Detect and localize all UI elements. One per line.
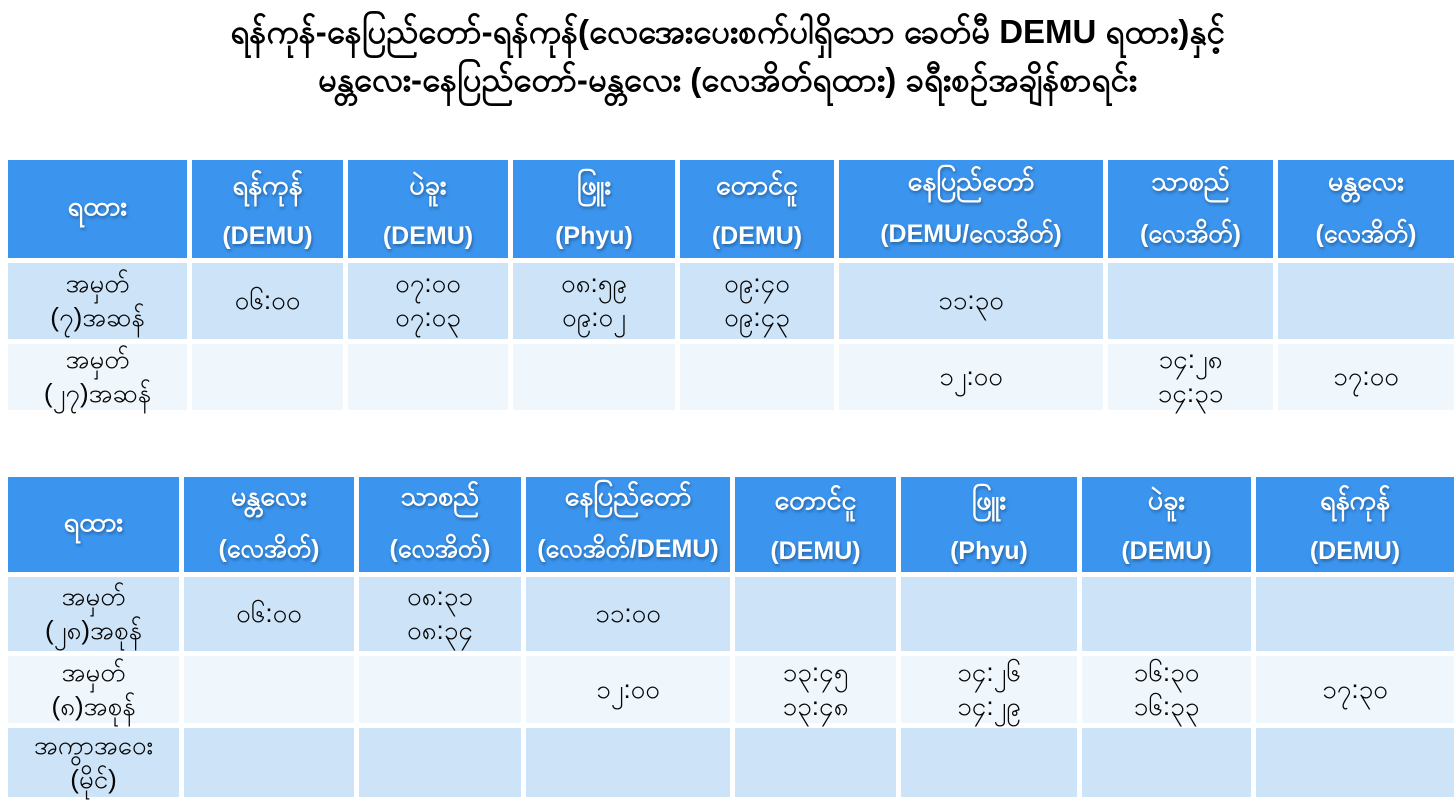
station-name: သာစည် xyxy=(1151,165,1230,196)
title-line-1: ရန်ကုန်-နေပြည်တော်-ရန်ကုန်(လေအေးပေးစက်ပါ… xyxy=(230,13,1225,50)
station-name: တောင်ငူ xyxy=(774,485,857,515)
col-header-bago: ပဲခူး (DEMU) xyxy=(1082,477,1251,572)
time-cell: ၁၄:၂၆ ၁၄:၂၉ xyxy=(901,656,1077,723)
time-cell xyxy=(348,344,508,410)
time-cell xyxy=(359,656,521,723)
col-header-yangon: ရန်ကုန် (DEMU) xyxy=(192,160,343,258)
station-name: ဖြူး xyxy=(971,485,1007,515)
station-name: မန္တလေး xyxy=(1327,165,1405,196)
time-cell xyxy=(901,577,1077,651)
distance-cell xyxy=(735,728,896,797)
station-sub: (Phyu) xyxy=(555,221,633,250)
station-sub: (DEMU) xyxy=(711,221,803,250)
station-sub: (လေအိတ်/DEMU) xyxy=(537,535,719,563)
station-sub: (လေအိတ်) xyxy=(1140,219,1241,248)
page-title: ရန်ကုန်-နေပြည်တော်-ရန်ကုန်(လေအေးပေးစက်ပါ… xyxy=(0,8,1455,104)
train-row-label: အမှတ် (၇)အဆန် xyxy=(8,263,187,339)
time-cell: ၀၉:၄၀ ၀၉:၄၃ xyxy=(680,263,834,339)
col-header-train: ရထား xyxy=(8,160,187,258)
station-name: ပဲခူး xyxy=(409,169,447,200)
time-cell: ၁၄:၂၈ ၁၄:၃၁ xyxy=(1108,344,1273,410)
station-name: သာစည် xyxy=(400,481,480,511)
col-header-taungoo: တောင်ငူ (DEMU) xyxy=(735,477,896,572)
station-name: ရထား xyxy=(67,191,128,221)
col-header-yangon: ရန်ကုန် (DEMU) xyxy=(1256,477,1454,572)
station-name: ပဲခူး xyxy=(1147,485,1186,515)
distance-cell xyxy=(184,728,354,797)
station-sub: (DEMU) xyxy=(1309,537,1401,565)
col-header-thazi: သာစည် (လေအိတ်) xyxy=(1108,160,1273,258)
time-cell: ၁၃:၄၅ ၁၃:၄၈ xyxy=(735,656,896,723)
time-cell: ၁၂:၀၀ xyxy=(526,656,730,723)
distance-cell xyxy=(526,728,730,797)
time-cell xyxy=(513,344,675,410)
time-cell xyxy=(184,656,354,723)
station-name: ဖြူး xyxy=(576,169,612,200)
col-header-train: ရထား xyxy=(8,477,179,572)
distance-cell xyxy=(1082,728,1251,797)
station-name: ရန်ကုန် xyxy=(232,169,303,200)
station-name: နေပြည်တော် xyxy=(564,481,692,511)
train-row-label: အမှတ် (၈)အစုန် xyxy=(8,656,179,723)
time-cell: ၁၁:၀၀ xyxy=(526,577,730,651)
time-cell: ၀၈:၃၁ ၀၈:၃၄ xyxy=(359,577,521,651)
station-name: ရန်ကုန် xyxy=(1320,485,1390,515)
col-header-naypyitaw: နေပြည်တော် (လေအိတ်/DEMU) xyxy=(526,477,730,572)
time-cell xyxy=(1278,263,1454,339)
col-header-phyu: ဖြူး (Phyu) xyxy=(513,160,675,258)
distance-cell xyxy=(901,728,1077,797)
time-cell: ၁၂:၀၀ xyxy=(839,344,1103,410)
station-name: တောင်ငူ xyxy=(715,169,798,200)
station-name: ရထား xyxy=(63,506,124,537)
station-sub: (DEMU) xyxy=(1121,537,1212,565)
title-line-2: မန္တလေး-နေပြည်တော်-မန္တလေး (လေအိတ်ရထား) … xyxy=(317,60,1138,98)
time-cell: ၁၇:၃၀ xyxy=(1256,656,1454,723)
time-cell: ၁၆:၃၀ ၁၆:၃၃ xyxy=(1082,656,1251,723)
station-sub: (လေအိတ်) xyxy=(1315,219,1417,248)
time-cell: ၀၆:၀၀ xyxy=(184,577,354,651)
station-name: မန္တလေး xyxy=(230,481,308,511)
time-cell xyxy=(735,577,896,651)
station-sub: (Phyu) xyxy=(950,537,1028,565)
time-cell xyxy=(680,344,834,410)
train-row-label: အမှတ် (၂၈)အစုန် xyxy=(8,577,179,651)
col-header-thazi: သာစည် (လေအိတ်) xyxy=(359,477,521,572)
time-cell: ၁၇:၀၀ xyxy=(1278,344,1454,410)
station-sub: (DEMU/လေအိတ်) xyxy=(880,219,1062,248)
station-name: နေပြည်တော် xyxy=(907,165,1035,196)
col-header-mandalay: မန္တလေး (လေအိတ်) xyxy=(1278,160,1454,258)
time-cell xyxy=(1108,263,1273,339)
time-cell xyxy=(192,344,343,410)
col-header-bago: ပဲခူး (DEMU) xyxy=(348,160,508,258)
time-cell: ၀၈:၅၉ ၀၉:၀၂ xyxy=(513,263,675,339)
time-cell xyxy=(1082,577,1251,651)
time-cell: ၀၇:၀၀ ၀၇:၀၃ xyxy=(348,263,508,339)
col-header-naypyitaw: နေပြည်တော် (DEMU/လေအိတ်) xyxy=(839,160,1103,258)
train-row-label: အမှတ် (၂၇)အဆန် xyxy=(8,344,187,410)
station-sub: (လေအိတ်) xyxy=(389,535,491,563)
station-sub: (DEMU) xyxy=(382,221,474,250)
station-sub: (လေအိတ်) xyxy=(218,535,320,563)
col-header-mandalay: မန္တလေး (လေအိတ်) xyxy=(184,477,354,572)
time-cell xyxy=(1256,577,1454,651)
col-header-phyu: ဖြူး (Phyu) xyxy=(901,477,1077,572)
col-header-taungoo: တောင်ငူ (DEMU) xyxy=(680,160,834,258)
distance-cell xyxy=(1256,728,1454,797)
timetable-down-trains: ရထား မန္တလေး (လေအိတ်) သာစည် (လေအိတ်) နေပ… xyxy=(8,477,1454,797)
distance-cell xyxy=(359,728,521,797)
time-cell: ၀၆:၀၀ xyxy=(192,263,343,339)
station-sub: (DEMU) xyxy=(770,537,861,565)
timetable-up-trains: ရထား ရန်ကုန် (DEMU) ပဲခူး (DEMU) ဖြူး (P… xyxy=(8,160,1454,410)
station-sub: (DEMU) xyxy=(222,221,313,250)
distance-row-label: အကွာအဝေး (မိုင်) xyxy=(8,728,179,797)
time-cell: ၁၁:၃၀ xyxy=(839,263,1103,339)
